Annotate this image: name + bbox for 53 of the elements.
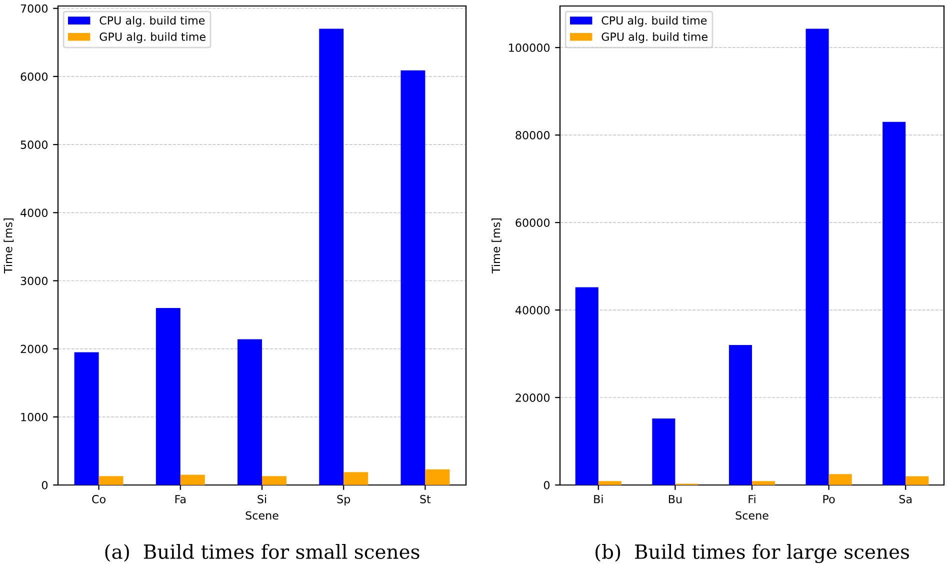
y-tick-label: 4000 bbox=[20, 208, 48, 218]
legend-label: GPU alg. build time bbox=[602, 32, 708, 44]
x-tick-label: Fa bbox=[175, 495, 186, 504]
x-tick-label: Bu bbox=[668, 495, 682, 504]
bar bbox=[319, 28, 344, 485]
bar bbox=[344, 472, 368, 485]
x-tick-label: Fi bbox=[748, 494, 756, 504]
x-tick-label: Bi bbox=[594, 494, 603, 504]
bar bbox=[906, 476, 929, 485]
x-tick-label: Si bbox=[258, 494, 266, 504]
bar bbox=[752, 481, 776, 485]
text: (a) Build times for small scenes bbox=[105, 544, 420, 562]
x-tick-label: Sp bbox=[337, 494, 350, 506]
legend-label: GPU alg. build time bbox=[100, 32, 206, 44]
y-tick-label: 7000 bbox=[20, 4, 48, 13]
x-tick-label: St bbox=[420, 494, 431, 504]
bar bbox=[728, 345, 752, 485]
bar bbox=[882, 122, 906, 485]
y-tick-label: 80000 bbox=[516, 131, 550, 140]
bar bbox=[98, 476, 124, 485]
y-tick-label: 40000 bbox=[515, 306, 550, 314]
bar bbox=[400, 70, 426, 485]
bar bbox=[238, 339, 262, 485]
legend-label: CPU alg. build time bbox=[602, 16, 707, 27]
x-tick-label: Sa bbox=[899, 494, 912, 504]
y-tick-label: 5000 bbox=[20, 140, 48, 149]
y-tick-label: 1000 bbox=[21, 412, 48, 422]
bar bbox=[598, 481, 622, 485]
x-tick-label: Po bbox=[823, 495, 835, 504]
legend-label: CPU alg. build time bbox=[100, 16, 205, 27]
x-axis-title: Scene bbox=[736, 511, 768, 520]
bar bbox=[652, 418, 676, 485]
y-tick-label: 0 bbox=[544, 480, 550, 490]
y-tick-label: 100000 bbox=[509, 44, 550, 52]
x-axis-title: Scene bbox=[246, 511, 278, 520]
y-tick-label: 2000 bbox=[20, 344, 48, 354]
bar bbox=[74, 352, 99, 485]
y-tick-label: 0 bbox=[42, 480, 48, 490]
bar bbox=[262, 476, 286, 485]
bar bbox=[180, 474, 205, 485]
y-tick-label: 60000 bbox=[516, 218, 550, 227]
x-tick-label: Co bbox=[92, 494, 106, 504]
bar bbox=[425, 469, 450, 485]
bar bbox=[828, 474, 852, 485]
y-axis-title: Time [ms] bbox=[492, 218, 502, 274]
y-tick-label: 20000 bbox=[516, 393, 550, 402]
bar bbox=[156, 308, 180, 485]
y-tick-label: 3000 bbox=[20, 276, 48, 286]
y-axis-title: Time [ms] bbox=[4, 218, 14, 274]
bar bbox=[575, 287, 598, 485]
bar bbox=[806, 28, 829, 485]
text: (b) Build times for large scenes bbox=[596, 544, 910, 564]
y-tick-label: 6000 bbox=[20, 72, 48, 81]
